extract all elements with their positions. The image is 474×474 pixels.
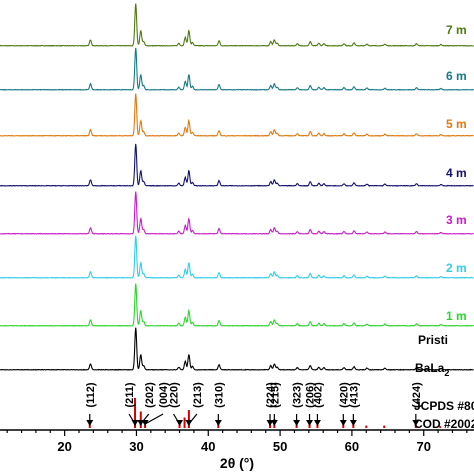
hkl-annotations: (112) (211) (202) (004)(220) (213) (310) (224)… — [85, 382, 423, 426]
x-axis: 20 30 40 50 60 70 — [0, 429, 474, 454]
hkl-arrowhead-2 — [131, 420, 139, 426]
pristine-label-line2: BaLa2 — [415, 361, 449, 378]
x-axis-label: 2θ (°) — [220, 455, 254, 471]
x-tick-label-20: 20 — [57, 439, 71, 454]
series-label-1: 7 m — [446, 23, 467, 37]
pattern-line-4 — [0, 143, 474, 187]
series-label-6: 2 m — [446, 261, 467, 275]
x-tick-label-70: 70 — [416, 439, 430, 454]
x-tick-label-30: 30 — [129, 439, 143, 454]
hkl-arrowhead-5 — [176, 420, 184, 426]
hkl-label-2: (211) — [124, 382, 136, 407]
series-labels: 7 m 6 m 5 m 4 m 3 m 2 m 1 m Pristi — [418, 23, 467, 347]
hkl-label-1: (112) — [85, 382, 97, 407]
pattern-line-8 — [0, 327, 474, 371]
pattern-line-1 — [0, 3, 474, 47]
hkl-arrowhead-12 — [313, 420, 321, 426]
hkl-label-7: (310) — [213, 382, 225, 408]
hkl-arrowhead-4 — [141, 420, 149, 426]
x-tick-label-60: 60 — [345, 439, 359, 454]
hkl-label-11: (206) — [305, 382, 317, 408]
hkl-arrowhead-9 — [270, 420, 278, 426]
hkl-label-15: (424) — [411, 382, 423, 408]
hkl-label-4: (004) — [158, 382, 170, 408]
hkl-label-9: (215) — [269, 382, 281, 408]
series-label-7: 1 m — [446, 309, 467, 323]
pattern-line-7 — [0, 283, 474, 327]
hkl-arrow-4 — [144, 413, 164, 425]
x-tick-label-40: 40 — [201, 439, 215, 454]
hkl-arrowhead-1 — [86, 420, 94, 426]
hkl-arrowhead-15 — [412, 420, 420, 426]
hkl-label-14: (413) — [348, 382, 360, 408]
hkl-arrowhead-10 — [293, 420, 301, 426]
x-tick-label-50: 50 — [273, 439, 287, 454]
hkl-label-13: (420) — [338, 382, 350, 408]
hkl-arrowhead-14 — [349, 420, 357, 426]
hkl-label-3: (202) — [144, 382, 156, 408]
reference-label-1: JCPDS #80- — [414, 399, 474, 413]
hkl-label-8: (224) — [265, 382, 277, 408]
hkl-arrowhead-11 — [306, 420, 314, 426]
diffraction-patterns — [0, 3, 474, 371]
hkl-label-6: (213) — [192, 382, 204, 408]
series-label-8: Pristi — [418, 333, 448, 347]
pattern-line-5 — [0, 191, 474, 235]
series-label-4: 4 m — [446, 166, 467, 180]
hkl-label-12: (402) — [312, 382, 324, 408]
reference-label-2: COD #20022 — [414, 417, 474, 431]
series-label-3: 5 m — [446, 117, 467, 131]
hkl-label-10: (323) — [292, 382, 304, 408]
hkl-arrowhead-7 — [214, 420, 222, 426]
hkl-arrowhead-13 — [339, 420, 347, 426]
pattern-line-2 — [0, 47, 474, 91]
pattern-line-3 — [0, 93, 474, 137]
hkl-arrowhead-6 — [185, 420, 193, 426]
series-label-5: 3 m — [446, 213, 467, 227]
pattern-line-6 — [0, 235, 474, 279]
hkl-label-5: (220) — [169, 382, 181, 408]
series-label-2: 6 m — [446, 69, 467, 83]
